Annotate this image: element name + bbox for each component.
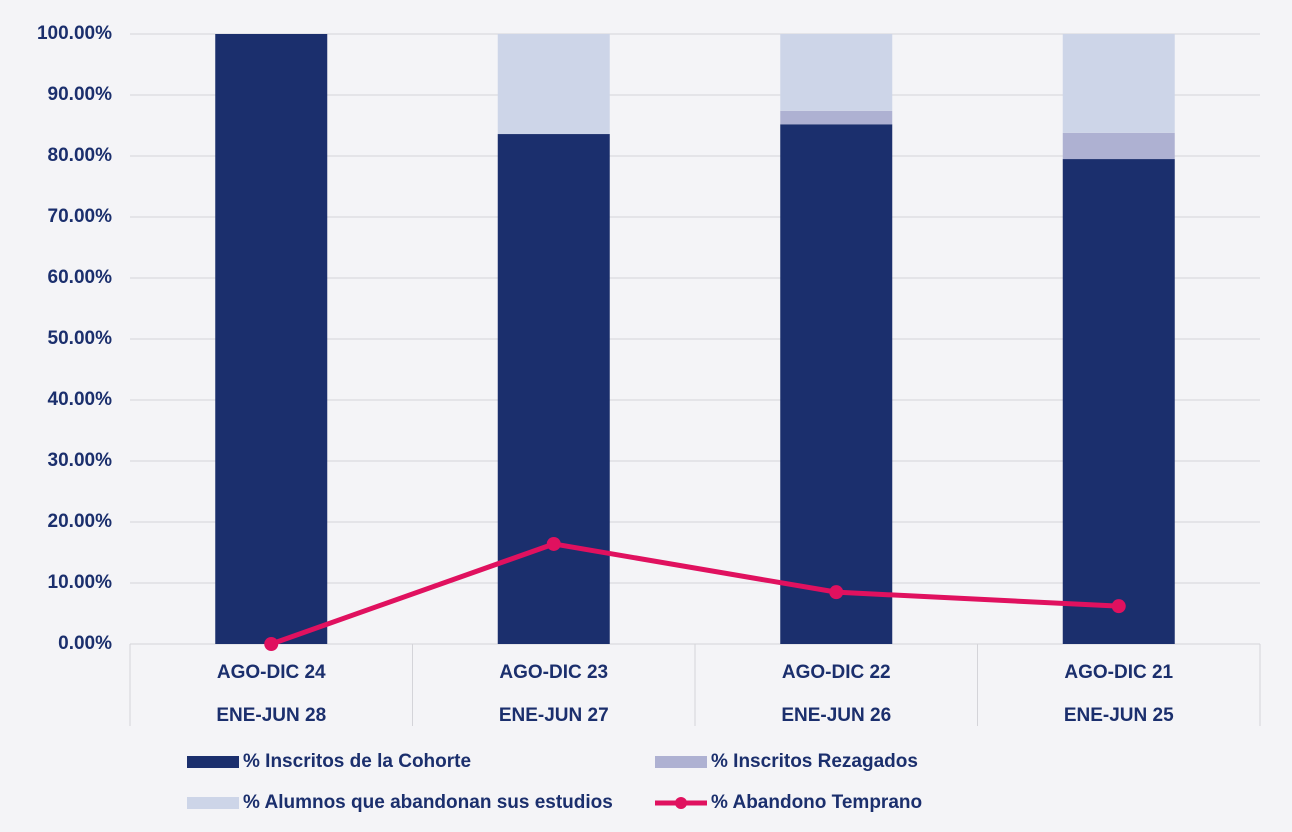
line-point [1112,599,1126,613]
x-tick-label: AGO-DIC 22 [782,662,891,683]
bar-segment [498,34,610,134]
y-tick-label: 100.00% [37,23,112,44]
bar-segment [215,34,327,644]
y-tick-label: 10.00% [48,572,113,593]
x-tick-label-2: ENE-JUN 26 [781,705,891,726]
y-tick-label: 50.00% [48,328,113,349]
bar-segment [1063,133,1175,159]
legend-marker [675,797,687,809]
bar-segment [780,34,892,111]
y-tick-label: 30.00% [48,450,113,471]
legend-label: % Alumnos que abandonan sus estudios [243,792,613,813]
bar-segment [1063,34,1175,133]
x-tick-label-2: ENE-JUN 25 [1064,705,1174,726]
chart: 0.00% 10.00% 20.00% 30.00% 40.00% 50.00% 60.00… [0,0,1292,832]
legend-label: % Inscritos Rezagados [711,751,918,772]
legend-label: % Abandono Temprano [711,792,922,813]
y-tick-label: 40.00% [48,389,113,410]
legend-swatch [187,797,239,809]
bar-segment [1063,159,1175,644]
y-tick-label: 60.00% [48,267,113,288]
line-point [547,537,561,551]
y-tick-label: 90.00% [48,84,113,105]
legend-label: % Inscritos de la Cohorte [243,751,471,772]
x-tick-label: AGO-DIC 21 [1064,662,1173,683]
x-tick-label: AGO-DIC 24 [217,662,326,683]
x-tick-label-2: ENE-JUN 27 [499,705,609,726]
x-tick-label: AGO-DIC 23 [499,662,608,683]
x-tick-label-2: ENE-JUN 28 [216,705,326,726]
bar-segment [780,111,892,124]
legend-swatch [655,756,707,768]
legend-swatch [187,756,239,768]
line-point [264,637,278,651]
y-tick-label: 20.00% [48,511,113,532]
y-tick-label: 0.00% [58,633,112,654]
y-tick-label: 80.00% [48,145,113,166]
bar-segment [498,134,610,644]
line [271,544,1119,644]
bar-segment [780,124,892,644]
line-point [829,585,843,599]
y-tick-label: 70.00% [48,206,113,227]
